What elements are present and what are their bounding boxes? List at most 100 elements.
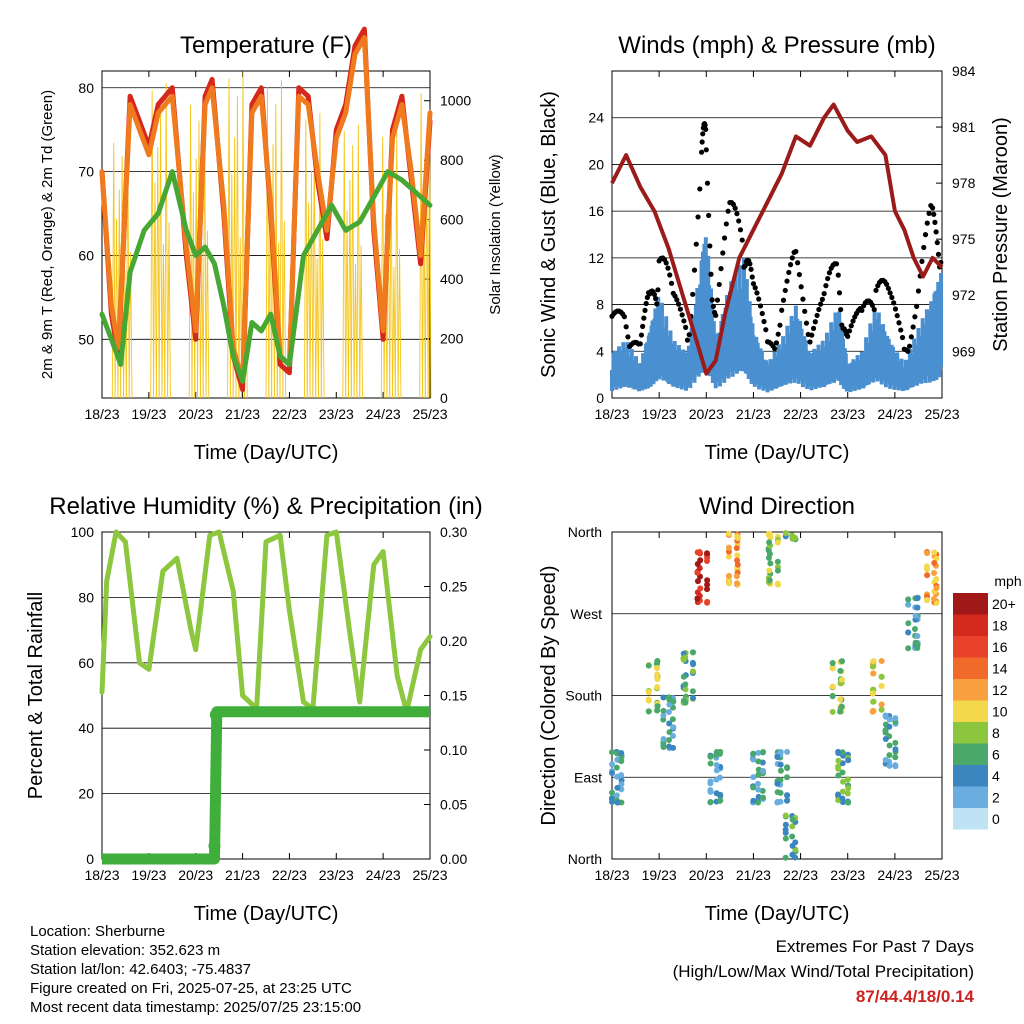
y-right-tick-label: 969 bbox=[952, 343, 976, 359]
direction-point bbox=[682, 681, 689, 688]
direction-point bbox=[766, 577, 773, 584]
gust-point bbox=[683, 324, 689, 330]
direction-point bbox=[839, 658, 846, 665]
direction-point bbox=[703, 550, 710, 557]
gust-point bbox=[935, 251, 942, 257]
y-tick-label: 8 bbox=[596, 297, 604, 313]
legend-swatch bbox=[953, 808, 988, 830]
y-right-tick-label: 984 bbox=[952, 63, 976, 79]
direction-point bbox=[789, 833, 796, 840]
solar-spike bbox=[303, 119, 308, 399]
direction-point bbox=[750, 784, 757, 791]
solar-spike bbox=[150, 90, 154, 399]
direction-point bbox=[618, 781, 625, 788]
direction-point bbox=[680, 697, 687, 704]
direction-point bbox=[931, 570, 938, 577]
direction-point bbox=[654, 676, 661, 683]
gust-point bbox=[721, 235, 728, 241]
direction-point bbox=[766, 532, 773, 539]
gust-point bbox=[796, 271, 802, 278]
x-tick-label: 25/23 bbox=[924, 867, 959, 883]
wind-series bbox=[610, 237, 944, 393]
direction-point bbox=[870, 698, 877, 705]
gust-point bbox=[714, 297, 721, 303]
gust-point bbox=[816, 306, 822, 313]
x-tick-label: 24/23 bbox=[877, 406, 912, 422]
x-axis-label: Time (Day/UTC) bbox=[705, 903, 850, 925]
y-tick-label: 0 bbox=[86, 851, 94, 867]
gust-point bbox=[667, 272, 673, 278]
direction-point bbox=[766, 567, 773, 574]
legend-swatch bbox=[953, 765, 988, 787]
direction-point bbox=[717, 797, 724, 804]
solar-spike bbox=[279, 80, 284, 399]
direction-point bbox=[870, 690, 877, 697]
y-tick-label: 70 bbox=[78, 164, 94, 180]
gust-point bbox=[836, 290, 843, 296]
y-right-tick-label: 0.30 bbox=[440, 524, 467, 540]
direction-point bbox=[835, 750, 842, 757]
solar-spike bbox=[167, 222, 171, 399]
legend-title: mph bbox=[994, 573, 1021, 589]
gust-point bbox=[775, 331, 781, 337]
x-tick-label: 20/23 bbox=[178, 867, 213, 883]
chart-title: Wind Direction bbox=[699, 493, 855, 520]
gust-point bbox=[761, 318, 767, 325]
y-tick-label: 80 bbox=[78, 80, 94, 96]
gust-point bbox=[885, 285, 891, 292]
gust-point bbox=[873, 287, 879, 293]
direction-point bbox=[878, 657, 885, 664]
pressure-line bbox=[610, 102, 944, 376]
solar-spike bbox=[306, 202, 311, 399]
direction-point bbox=[609, 769, 615, 776]
gust-point bbox=[929, 205, 936, 211]
gust-point bbox=[734, 211, 740, 217]
direction-point bbox=[760, 767, 767, 774]
panel-1: Temperature (F) Time (Day/UTC) 2m & 9m T (… bbox=[39, 26, 504, 464]
direction-point bbox=[933, 555, 940, 562]
gust-point bbox=[703, 147, 709, 153]
gust-point bbox=[713, 312, 719, 318]
x-tick-label: 20/23 bbox=[178, 406, 213, 422]
gust-point bbox=[759, 310, 765, 317]
solar-spike bbox=[199, 250, 204, 399]
direction-point bbox=[777, 789, 784, 796]
solar-spike bbox=[114, 218, 119, 399]
gust-point bbox=[835, 272, 841, 278]
direction-point bbox=[666, 743, 673, 750]
direction-point bbox=[835, 772, 842, 779]
gust-point bbox=[915, 288, 922, 294]
y-right-tick-label: 0.20 bbox=[440, 633, 467, 649]
x-tick-label: 25/23 bbox=[412, 406, 447, 422]
gust-point bbox=[699, 139, 705, 145]
direction-point bbox=[882, 757, 889, 764]
direction-point bbox=[713, 761, 720, 768]
gust-point bbox=[892, 306, 899, 312]
direction-point bbox=[690, 661, 697, 668]
legend-label: 2 bbox=[992, 790, 1000, 806]
gust-point bbox=[814, 312, 820, 319]
direction-point bbox=[666, 729, 673, 736]
x-tick-label: 19/23 bbox=[642, 867, 677, 883]
direction-point bbox=[670, 732, 677, 739]
direction-point bbox=[609, 761, 615, 768]
gust-point bbox=[933, 229, 939, 235]
direction-point bbox=[759, 787, 766, 794]
x-tick-label: 22/23 bbox=[783, 867, 818, 883]
y-tick-label: 20 bbox=[78, 786, 94, 802]
direction-point bbox=[783, 774, 790, 781]
direction-point bbox=[734, 552, 741, 559]
y-tick-label: 80 bbox=[78, 589, 94, 605]
direction-point bbox=[789, 823, 796, 830]
direction-point bbox=[835, 757, 842, 764]
direction-point bbox=[759, 759, 766, 766]
legend-label: 16 bbox=[992, 639, 1008, 655]
solar-spike bbox=[397, 248, 402, 399]
x-tick-label: 25/23 bbox=[412, 867, 447, 883]
legend-swatch bbox=[953, 679, 988, 701]
direction-point bbox=[618, 758, 625, 765]
gust-point bbox=[708, 271, 714, 277]
y-tick-label: 24 bbox=[588, 110, 604, 126]
gust-point bbox=[702, 122, 708, 128]
